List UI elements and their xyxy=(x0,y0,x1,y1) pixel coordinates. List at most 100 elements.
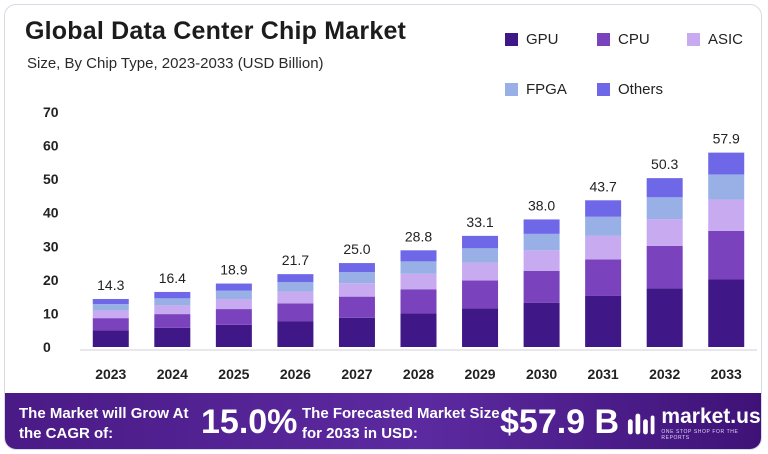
brand-tagline: ONE STOP SHOP FOR THE REPORTS xyxy=(661,429,739,441)
total-data-label: 16.4 xyxy=(159,270,186,286)
y-tick-label: 10 xyxy=(43,305,59,321)
bar-segment-cpu xyxy=(215,309,252,325)
bar-segment-fpga xyxy=(585,216,622,236)
bar-segment-others xyxy=(585,200,622,217)
total-data-label: 21.7 xyxy=(282,252,309,268)
y-tick-label: 0 xyxy=(43,339,51,355)
bar-segment-cpu xyxy=(523,270,560,303)
cagr-value: 15.0% xyxy=(201,403,298,441)
total-data-label: 38.0 xyxy=(528,197,555,213)
bar-segment-asic xyxy=(708,199,745,231)
bar-segment-fpga xyxy=(523,233,560,251)
bar-segment-others xyxy=(462,235,499,249)
y-tick-label: 30 xyxy=(43,238,59,254)
chart-card: Global Data Center Chip Market Size, By … xyxy=(4,4,762,450)
y-tick-label: 50 xyxy=(43,171,59,187)
legend-item-fpga: FPGA xyxy=(505,81,567,98)
bar-segment-fpga xyxy=(215,290,252,299)
bar-segment-asic xyxy=(523,250,560,271)
legend-label-others: Others xyxy=(618,81,664,98)
bar-segment-asic xyxy=(277,291,314,304)
total-data-label: 14.3 xyxy=(97,277,124,293)
bar-segment-cpu xyxy=(277,303,314,322)
bar-segment-cpu xyxy=(708,230,745,280)
bar-segment-fpga xyxy=(92,304,129,311)
bar-segment-asic xyxy=(154,305,191,315)
legend-label-asic: ASIC xyxy=(708,31,744,48)
legend-item-asic: ASIC xyxy=(687,31,743,48)
market-us-logo-icon xyxy=(627,413,655,435)
bar-segment-cpu xyxy=(585,259,622,296)
bar-segment-fpga xyxy=(277,282,314,292)
bar-segment-others xyxy=(92,298,129,305)
bar-segment-gpu xyxy=(523,302,560,347)
bar-segment-cpu xyxy=(92,318,129,331)
bar-segment-asic xyxy=(462,262,499,281)
bar-segment-fpga xyxy=(338,272,375,284)
legend: GPU CPU ASIC FPGA Others xyxy=(5,5,761,105)
total-data-label: 50.3 xyxy=(651,156,678,172)
x-tick-label: 2033 xyxy=(711,366,742,382)
bar-segment-cpu xyxy=(646,245,683,289)
legend-item-others: Others xyxy=(597,81,663,98)
total-data-label: 33.1 xyxy=(466,214,493,230)
bar-segment-gpu xyxy=(708,279,745,347)
x-tick-label: 2028 xyxy=(403,366,434,382)
bar-segment-gpu xyxy=(585,295,622,347)
bar-segment-fpga xyxy=(708,174,745,200)
legend-item-gpu: GPU xyxy=(505,31,559,48)
legend-label-fpga: FPGA xyxy=(526,81,567,98)
bar-segment-gpu xyxy=(338,317,375,347)
legend-swatch-cpu xyxy=(597,33,610,46)
bar-segment-fpga xyxy=(400,261,437,274)
x-tick-label: 2030 xyxy=(526,366,557,382)
bar-segment-others xyxy=(708,152,745,175)
bar-segment-fpga xyxy=(462,248,499,263)
y-tick-label: 70 xyxy=(43,104,59,120)
bar-segment-others xyxy=(646,178,683,198)
bar-segment-asic xyxy=(400,273,437,290)
bar-segment-cpu xyxy=(462,280,499,309)
bar-segment-gpu xyxy=(462,308,499,347)
bar-segment-gpu xyxy=(277,321,314,347)
bar-segment-others xyxy=(215,283,252,291)
x-tick-label: 2032 xyxy=(649,366,680,382)
brand-name: market.us xyxy=(661,405,761,428)
bar-segment-cpu xyxy=(154,314,191,328)
bar-segment-gpu xyxy=(646,288,683,347)
bar-segment-others xyxy=(277,274,314,283)
brand-logo: market.us ONE STOP SHOP FOR THE REPORTS xyxy=(627,405,761,441)
bar-segment-asic xyxy=(338,283,375,297)
bar-segment-asic xyxy=(585,235,622,260)
legend-swatch-fpga xyxy=(505,83,518,96)
legend-item-cpu: CPU xyxy=(597,31,650,48)
x-tick-label: 2029 xyxy=(464,366,495,382)
bar-segment-cpu xyxy=(338,296,375,318)
total-data-label: 57.9 xyxy=(713,131,740,147)
total-data-label: 18.9 xyxy=(220,262,247,278)
bar-segment-others xyxy=(400,250,437,262)
legend-swatch-gpu xyxy=(505,33,518,46)
legend-swatch-asic xyxy=(687,33,700,46)
x-tick-label: 2031 xyxy=(588,366,619,382)
x-tick-label: 2026 xyxy=(280,366,311,382)
bar-segment-gpu xyxy=(400,313,437,347)
x-tick-label: 2023 xyxy=(95,366,126,382)
y-tick-label: 40 xyxy=(43,205,59,221)
bar-segment-others xyxy=(154,291,191,299)
bar-segment-gpu xyxy=(215,324,252,347)
legend-label-cpu: CPU xyxy=(618,31,650,48)
legend-label-gpu: GPU xyxy=(526,31,559,48)
summary-banner: The Market will Grow At the CAGR of: 15.… xyxy=(5,393,761,449)
y-tick-label: 60 xyxy=(43,138,59,154)
chart-title: Global Data Center Chip Market xyxy=(25,17,407,45)
x-tick-label: 2025 xyxy=(218,366,249,382)
bar-segment-others xyxy=(523,219,560,234)
bar-segment-asic xyxy=(215,298,252,310)
bar-segment-cpu xyxy=(400,289,437,314)
bar-segment-asic xyxy=(646,219,683,246)
y-tick-label: 20 xyxy=(43,272,59,288)
forecast-label: The Forecasted Market Size for 2033 in U… xyxy=(302,405,500,442)
bar-segment-gpu xyxy=(154,327,191,347)
bar-segment-others xyxy=(338,263,375,273)
